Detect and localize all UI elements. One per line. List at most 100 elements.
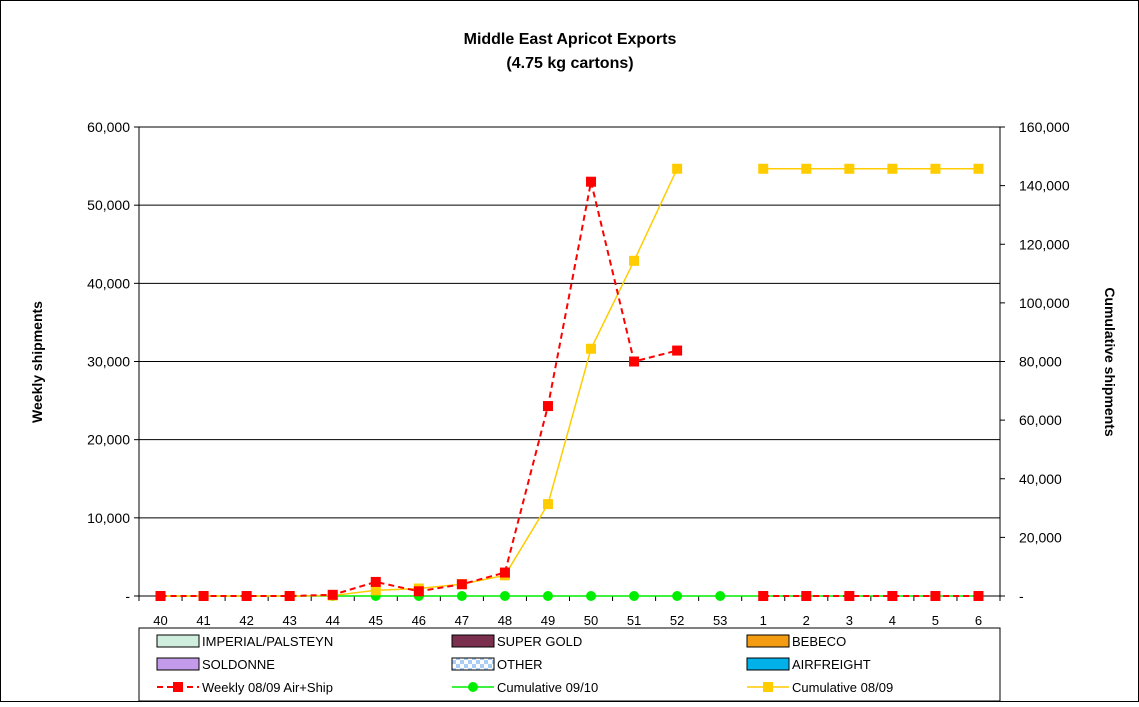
y2-tick-label: 140,000: [1019, 178, 1070, 194]
legend-item: Cumulative 09/10: [452, 680, 598, 695]
legend-swatch: [746, 634, 790, 648]
data-point: [672, 345, 683, 356]
x-tick-label: 4: [889, 613, 896, 628]
legend-item: Weekly 08/09 Air+Ship: [157, 680, 333, 695]
chart-subtitle: (4.75 kg cartons): [506, 55, 633, 72]
data-point: [930, 163, 941, 174]
y-tick-label: 30,000: [87, 354, 130, 370]
data-point: [241, 591, 252, 601]
chart-title: Middle East Apricot Exports: [464, 31, 677, 48]
y2-tick-label: 40,000: [1019, 471, 1062, 487]
legend-label: AIRFREIGHT: [792, 657, 871, 672]
y-tick-label: 40,000: [87, 275, 130, 291]
y-tick-label: 50,000: [87, 197, 130, 213]
legend-swatch: [451, 634, 495, 648]
data-point: [758, 163, 769, 174]
data-point: [327, 589, 338, 600]
legend-box: [138, 627, 1001, 702]
legend-label: Cumulative 09/10: [497, 680, 598, 695]
legend-label: Weekly 08/09 Air+Ship: [202, 680, 333, 695]
x-tick-label: 44: [325, 613, 339, 628]
data-point: [844, 163, 855, 174]
y-tick-label: 60,000: [87, 119, 130, 135]
y-tick-label: 10,000: [87, 510, 130, 526]
x-tick-label: 48: [498, 613, 512, 628]
x-tick-label: 50: [584, 613, 598, 628]
data-point: [456, 591, 467, 601]
data-point: [629, 255, 640, 266]
legend-item: OTHER: [451, 657, 543, 672]
x-tick-label: 41: [196, 613, 210, 628]
data-point: [413, 586, 424, 597]
x-tick-label: 3: [846, 613, 853, 628]
legend-label: OTHER: [497, 657, 543, 672]
series-6: [155, 176, 683, 601]
legend-marker: [468, 682, 478, 692]
x-tick-label: 46: [412, 613, 426, 628]
y2-tick-label: 60,000: [1019, 412, 1062, 428]
x-tick-label: 53: [713, 613, 727, 628]
data-point: [456, 579, 467, 590]
y2-tick-label: -: [1019, 588, 1024, 604]
x-tick-label: 49: [541, 613, 555, 628]
data-point: [801, 163, 812, 174]
x-tick-label: 5: [932, 613, 939, 628]
y2-tick-label: 20,000: [1019, 529, 1062, 545]
data-point: [930, 591, 941, 601]
data-point: [887, 591, 898, 601]
x-tick-label: 2: [803, 613, 810, 628]
legend-label: SUPER GOLD: [497, 634, 582, 649]
x-tick-label: 43: [282, 613, 296, 628]
legend-item: BEBECO: [746, 634, 846, 649]
legend-swatch: [156, 634, 200, 648]
legend-label: BEBECO: [792, 634, 846, 649]
legend-item: SUPER GOLD: [451, 634, 582, 649]
x-tick-label: 51: [627, 613, 641, 628]
data-point: [672, 591, 683, 601]
axes-layer: - 10,000 20,000 30,000 40,000 50,000 60,000 - 20…: [87, 119, 1070, 628]
y-axis-label: Weekly shipments: [29, 301, 45, 423]
data-point: [370, 576, 381, 587]
y2-tick-label: 120,000: [1019, 236, 1070, 252]
x-tick-label: 52: [670, 613, 684, 628]
data-point: [887, 163, 898, 174]
legend-marker: [173, 682, 183, 692]
series-9: [758, 591, 984, 601]
y2-tick-label: 100,000: [1019, 295, 1070, 311]
legend-swatch: [746, 657, 790, 671]
data-point: [586, 176, 597, 187]
data-point: [542, 401, 553, 412]
legend-item: IMPERIAL/PALSTEYN: [156, 634, 333, 649]
legend-item: AIRFREIGHT: [746, 657, 871, 672]
legend-label: Cumulative 08/09: [792, 680, 893, 695]
data-point: [586, 343, 597, 354]
legend-swatch: [156, 657, 200, 671]
y2-axis-label: Cumulative shipments: [1102, 287, 1118, 437]
legend-swatch: [451, 657, 495, 671]
data-point: [155, 591, 166, 601]
legend-item: Cumulative 08/09: [747, 680, 893, 695]
series-layer: [155, 163, 984, 601]
x-tick-label: 40: [153, 613, 167, 628]
data-point: [973, 163, 984, 174]
legend-item: SOLDONNE: [156, 657, 275, 672]
data-point: [198, 591, 209, 601]
y2-tick-label: 80,000: [1019, 354, 1062, 370]
data-point: [715, 591, 726, 601]
data-point: [629, 591, 640, 601]
legend-label: SOLDONNE: [202, 657, 275, 672]
y-tick-label: -: [125, 588, 130, 604]
data-point: [758, 591, 769, 601]
data-point: [973, 591, 984, 601]
x-tick-label: 42: [239, 613, 253, 628]
x-tick-label: 1: [760, 613, 767, 628]
data-point: [542, 499, 553, 510]
data-point: [370, 585, 381, 596]
legend-marker: [763, 682, 773, 692]
legend-label: IMPERIAL/PALSTEYN: [202, 634, 333, 649]
data-point: [801, 591, 812, 601]
legend: IMPERIAL/PALSTEYN SUPER GOLD BEBECO SOLDONN…: [138, 627, 1001, 702]
